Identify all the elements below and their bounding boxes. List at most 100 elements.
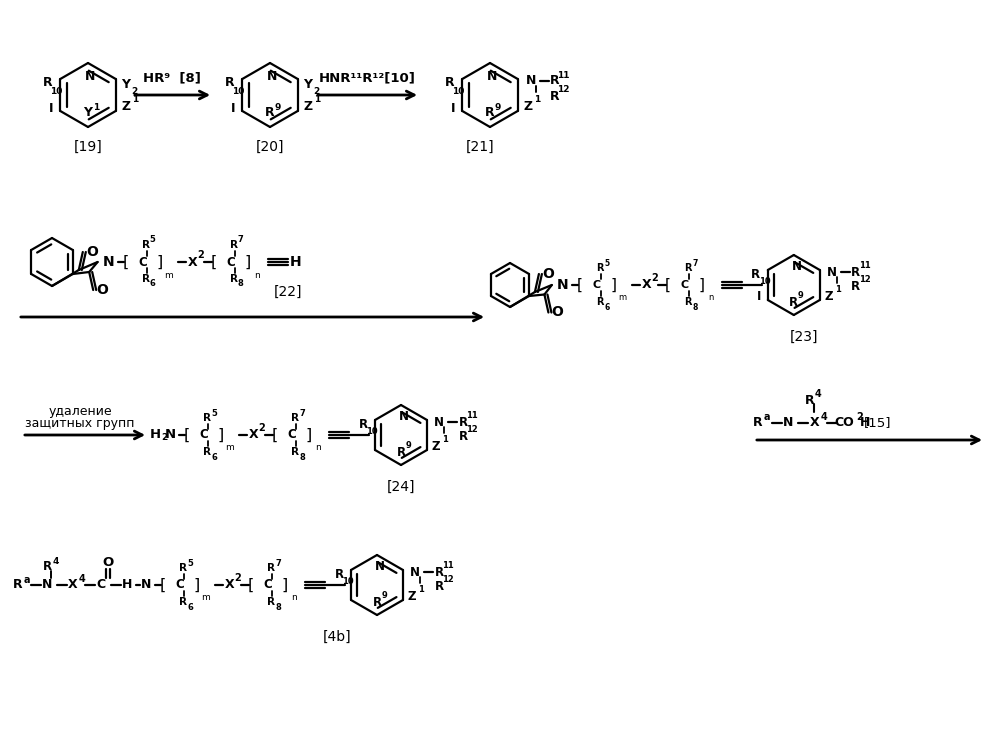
Text: C: C — [264, 578, 273, 592]
Text: 7: 7 — [275, 559, 281, 568]
Text: m: m — [226, 444, 235, 453]
Text: 10: 10 — [343, 577, 354, 586]
Text: R: R — [373, 595, 382, 609]
Text: X: X — [249, 428, 259, 442]
Text: 2: 2 — [235, 573, 242, 583]
Text: [: [ — [160, 577, 166, 592]
Text: [20]: [20] — [256, 140, 285, 154]
Text: 12: 12 — [859, 275, 871, 284]
Text: O: O — [102, 556, 114, 568]
Text: [15]: [15] — [864, 416, 892, 430]
Text: n: n — [291, 594, 297, 603]
Text: 8: 8 — [275, 603, 281, 612]
Text: R: R — [751, 268, 760, 280]
Text: 9: 9 — [406, 442, 411, 451]
Text: 11: 11 — [467, 412, 478, 421]
Text: 1: 1 — [418, 585, 424, 594]
Text: ]: ] — [218, 427, 224, 442]
Text: [: [ — [576, 278, 582, 292]
Text: R: R — [230, 274, 238, 284]
Text: R: R — [684, 297, 691, 307]
Text: N: N — [103, 255, 115, 269]
Text: 11: 11 — [557, 71, 570, 80]
Text: R: R — [291, 413, 299, 423]
Text: R: R — [753, 416, 763, 430]
Text: R: R — [549, 75, 559, 87]
Text: R: R — [397, 445, 406, 459]
Text: R: R — [851, 266, 860, 278]
Text: R: R — [225, 77, 234, 90]
Text: N: N — [410, 565, 420, 578]
Text: 5: 5 — [187, 559, 193, 568]
Text: 4: 4 — [820, 412, 827, 422]
Text: 4: 4 — [79, 574, 85, 584]
Text: [23]: [23] — [789, 330, 818, 344]
Text: Z: Z — [303, 101, 313, 113]
Text: O: O — [551, 306, 563, 319]
Text: C: C — [226, 255, 235, 269]
Text: 9: 9 — [798, 292, 803, 301]
Text: X: X — [225, 578, 235, 592]
Text: R: R — [684, 263, 691, 273]
Text: 12: 12 — [467, 425, 478, 434]
Text: 6: 6 — [150, 280, 156, 289]
Text: m: m — [618, 293, 626, 302]
Text: R: R — [265, 107, 275, 119]
Text: 2: 2 — [259, 423, 266, 433]
Text: R: R — [43, 77, 52, 90]
Text: защитных групп: защитных групп — [25, 418, 135, 430]
Text: [24]: [24] — [387, 480, 416, 494]
Text: 2: 2 — [132, 87, 138, 95]
Text: 1: 1 — [132, 95, 138, 104]
Text: 4: 4 — [814, 389, 821, 399]
Text: ]: ] — [245, 254, 251, 269]
Text: Z: Z — [408, 589, 417, 603]
Text: [: [ — [123, 254, 129, 269]
Text: N: N — [792, 260, 802, 274]
Text: 8: 8 — [238, 280, 244, 289]
Text: C: C — [288, 428, 297, 442]
Text: 9: 9 — [275, 102, 281, 111]
Text: O: O — [96, 283, 108, 297]
Text: Z: Z — [523, 101, 532, 113]
Text: ]: ] — [194, 577, 200, 592]
Text: 7: 7 — [692, 259, 697, 268]
Text: N: N — [827, 266, 837, 278]
Text: X: X — [642, 278, 651, 292]
Text: HNR¹¹R¹²[10]: HNR¹¹R¹²[10] — [319, 72, 416, 84]
Text: N: N — [487, 69, 498, 83]
Text: удаление: удаление — [48, 406, 112, 419]
Text: R: R — [549, 90, 559, 102]
Text: ]: ] — [157, 254, 163, 269]
Text: O: O — [86, 245, 98, 259]
Text: R: R — [179, 563, 187, 573]
Text: C: C — [680, 280, 689, 290]
Text: 9: 9 — [382, 592, 387, 601]
Text: [21]: [21] — [466, 140, 495, 154]
Text: 8: 8 — [299, 453, 305, 462]
Text: 1: 1 — [93, 102, 99, 111]
Text: 2: 2 — [314, 87, 320, 95]
Text: N: N — [434, 416, 444, 428]
Text: 11: 11 — [859, 262, 871, 271]
Text: HR⁹  [8]: HR⁹ [8] — [143, 72, 201, 84]
Text: 6: 6 — [604, 302, 609, 312]
Text: R: R — [42, 560, 52, 574]
Text: 10: 10 — [759, 278, 770, 286]
Text: 11: 11 — [443, 562, 454, 571]
Text: X: X — [810, 416, 820, 430]
Text: 1: 1 — [835, 284, 841, 293]
Text: n: n — [315, 444, 321, 453]
Text: H: H — [122, 578, 132, 592]
Text: [19]: [19] — [74, 140, 102, 154]
Text: X: X — [68, 578, 78, 592]
Text: C: C — [176, 578, 185, 592]
Text: N: N — [141, 578, 151, 592]
Text: Y: Y — [84, 107, 93, 119]
Text: R: R — [203, 447, 211, 457]
Text: 4: 4 — [53, 557, 59, 565]
Text: N: N — [165, 428, 176, 442]
Text: n: n — [254, 271, 260, 280]
Text: ]: ] — [698, 278, 705, 292]
Text: [22]: [22] — [274, 285, 302, 299]
